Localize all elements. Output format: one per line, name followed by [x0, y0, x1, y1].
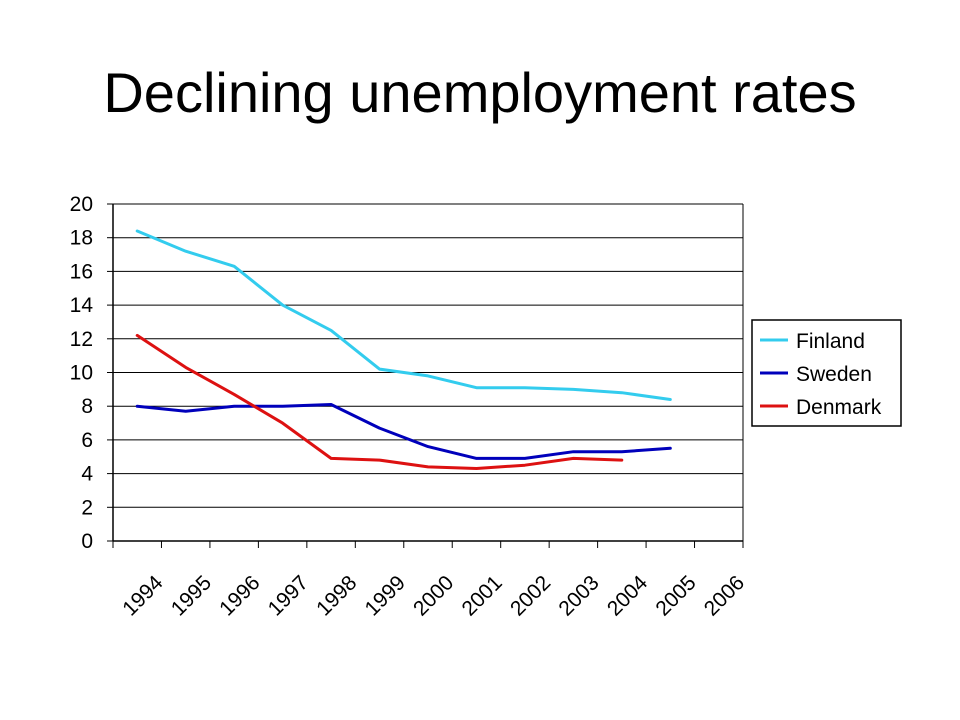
y-tick-label: 6: [81, 429, 93, 452]
x-tick-label: 2001: [458, 571, 507, 620]
series-line-finland: [135, 229, 672, 401]
x-tick-label: 1995: [167, 571, 216, 620]
axes: [107, 203, 744, 548]
x-tick-label: 1997: [264, 571, 313, 620]
series-line-denmark: [135, 333, 624, 470]
y-tick-label: 4: [81, 463, 93, 486]
x-tick-label: 2000: [409, 571, 458, 620]
x-tick-label: 2002: [506, 571, 555, 620]
y-tick-label: 16: [70, 260, 93, 283]
x-tick-labels: 1994 1995 1996 1997 1998 1999 2000 2001 2002 2003…: [118, 571, 749, 621]
x-tick-label: 2006: [700, 571, 749, 620]
y-tick-label: 10: [70, 362, 93, 385]
y-tick-label: 18: [70, 227, 93, 250]
x-tick-label: 1996: [215, 571, 264, 620]
x-tick-label: 2003: [554, 571, 603, 620]
x-tick-label: 1999: [361, 571, 410, 620]
legend-label-sweden: Sweden: [796, 363, 872, 386]
x-tick-label: 1998: [312, 571, 361, 620]
legend: Finland Sweden Denmark: [751, 319, 902, 427]
series-line-sweden: [135, 403, 672, 460]
legend-label-finland: Finland: [796, 330, 865, 353]
x-tick-label: 2005: [651, 571, 700, 620]
x-tick-label: 1994: [118, 571, 168, 621]
y-tick-label: 14: [70, 294, 94, 317]
x-tick-label: 2004: [603, 571, 653, 621]
slide-title: Declining unemployment rates: [103, 61, 857, 124]
y-tick-label: 0: [81, 530, 93, 553]
y-tick-labels: 0 2 4 6 8 10 12 14 16 18 20: [70, 193, 94, 553]
y-tick-label: 20: [70, 193, 93, 216]
y-tick-label: 8: [81, 395, 93, 418]
legend-label-denmark: Denmark: [796, 396, 882, 419]
gridlines: [113, 203, 744, 541]
series-lines: [135, 229, 672, 470]
y-tick-label: 2: [81, 496, 93, 519]
y-tick-label: 12: [70, 328, 93, 351]
legend-box: [751, 319, 902, 427]
